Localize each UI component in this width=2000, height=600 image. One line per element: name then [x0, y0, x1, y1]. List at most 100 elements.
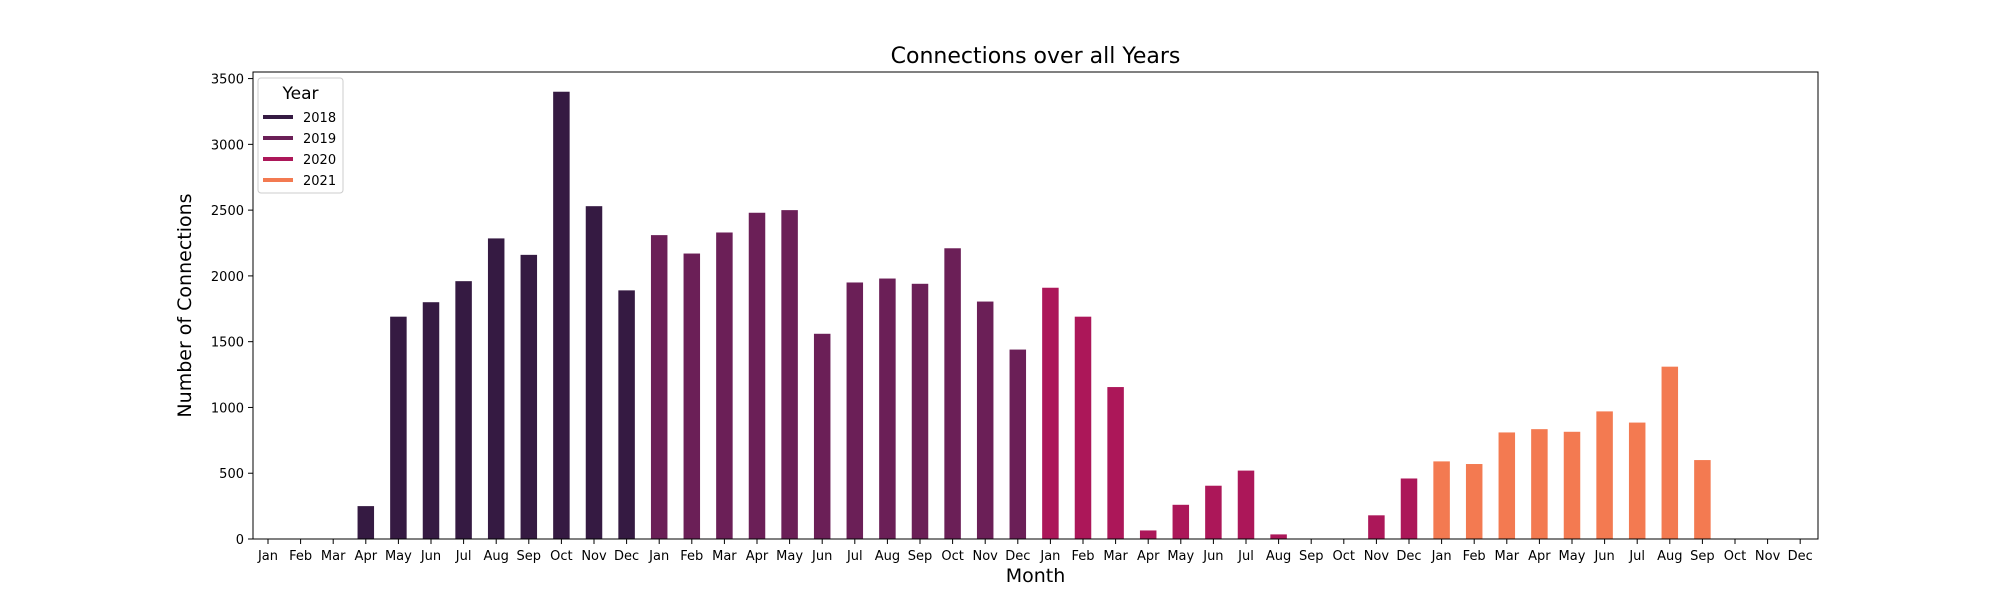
x-tick-label: Apr	[1137, 549, 1160, 564]
bar-2020-aug	[1270, 534, 1287, 539]
x-tick-label: Apr	[355, 549, 378, 564]
x-axis-ticks: Jan Feb Mar Apr May Jun Jul Aug Sep Oct Nov Dec Jan F…	[257, 539, 1813, 564]
bar-2018-dec	[618, 290, 635, 539]
bar-2018-jul	[455, 281, 472, 539]
x-tick-label: Jan	[257, 549, 278, 564]
legend-label-2018: 2018	[303, 111, 336, 126]
x-tick-label: May	[1167, 549, 1194, 564]
bar-2018-nov	[585, 206, 603, 539]
x-tick-label: Jul	[1628, 549, 1645, 564]
bar-2019-aug	[879, 278, 896, 539]
x-tick-label: Nov	[973, 549, 999, 564]
y-tick-label: 1000	[211, 401, 244, 416]
legend-label-2020: 2020	[303, 153, 336, 168]
x-tick-label: Mar	[1103, 549, 1128, 564]
bar-2021-apr	[1531, 429, 1548, 539]
x-tick-label: Feb	[1463, 549, 1486, 564]
bar-2021-aug	[1661, 366, 1679, 539]
bar-2018-aug	[487, 238, 505, 540]
x-tick-label: Sep	[1690, 549, 1715, 564]
x-tick-label: Jun	[1593, 549, 1614, 564]
x-tick-label: Feb	[289, 549, 312, 564]
x-tick-label: Aug	[875, 549, 900, 564]
x-tick-label: Dec	[1396, 549, 1421, 564]
bar-2019-jun	[813, 333, 831, 539]
bar-2021-may	[1563, 431, 1581, 539]
x-tick-label: Nov	[1364, 549, 1390, 564]
y-axis-ticks: 0 500 1000 1500 2000 2500 3000 3500	[211, 73, 253, 548]
bar-2019-sep	[911, 283, 929, 539]
bar-2021-feb	[1465, 464, 1483, 539]
x-tick-label: Apr	[1528, 549, 1551, 564]
plot-frame	[252, 71, 1819, 540]
x-tick-label: Jan	[1431, 549, 1452, 564]
bar-2019-feb	[683, 253, 701, 539]
x-tick-label: Jan	[1039, 549, 1060, 564]
x-tick-label: Dec	[1005, 549, 1030, 564]
bar-2020-feb	[1074, 316, 1092, 539]
bar-2020-nov	[1368, 515, 1385, 539]
x-tick-label: Aug	[484, 549, 509, 564]
x-tick-label: Sep	[908, 549, 933, 564]
x-tick-label: Jun	[1202, 549, 1223, 564]
x-tick-label: Sep	[1299, 549, 1324, 564]
x-tick-label: Mar	[1495, 549, 1520, 564]
legend-title: Year	[282, 84, 319, 104]
x-tick-label: May	[1559, 549, 1586, 564]
bar-2018-sep	[520, 254, 538, 539]
x-tick-label: Oct	[1724, 549, 1746, 564]
chart-title: Connections over all Years	[891, 44, 1181, 69]
x-tick-label: Jul	[455, 549, 472, 564]
y-tick-label: 500	[219, 467, 244, 482]
bar-2019-dec	[1009, 349, 1027, 539]
bar-2018-jun	[422, 302, 440, 539]
bar-2019-oct	[944, 248, 961, 539]
x-tick-label: May	[385, 549, 412, 564]
bar-2020-dec	[1400, 478, 1418, 539]
y-tick-label: 0	[236, 533, 244, 548]
x-tick-label: Feb	[1071, 549, 1094, 564]
bars-layer	[357, 91, 1711, 540]
bar-2021-sep	[1694, 460, 1711, 539]
x-tick-label: Apr	[746, 549, 769, 564]
x-tick-label: Jan	[648, 549, 669, 564]
x-tick-label: Nov	[581, 549, 607, 564]
bar-2019-may	[781, 210, 798, 539]
legend-box	[257, 77, 344, 194]
x-tick-label: Mar	[712, 549, 737, 564]
x-tick-label: Nov	[1755, 549, 1781, 564]
x-tick-label: Jun	[811, 549, 832, 564]
x-tick-label: Jul	[1237, 549, 1254, 564]
y-tick-label: 3500	[211, 73, 244, 88]
x-axis-title: Month	[1006, 565, 1066, 587]
bar-2021-mar	[1498, 432, 1516, 539]
x-tick-label: Aug	[1657, 549, 1682, 564]
x-tick-label: Aug	[1266, 549, 1291, 564]
bar-2019-nov	[976, 301, 994, 539]
bar-2019-jul	[846, 282, 864, 539]
x-tick-label: Jun	[420, 549, 441, 564]
x-tick-label: May	[776, 549, 803, 564]
bar-2019-jan	[650, 235, 668, 539]
y-tick-label: 1500	[211, 336, 244, 351]
bar-2021-jul	[1628, 422, 1646, 539]
y-tick-label: 2000	[211, 270, 244, 285]
x-tick-label: Sep	[517, 549, 542, 564]
x-tick-label: Feb	[680, 549, 703, 564]
x-tick-label: Dec	[1788, 549, 1813, 564]
x-tick-label: Oct	[1333, 549, 1355, 564]
legend: Year 2018 2019 2020 2021	[257, 77, 344, 194]
bar-2019-mar	[716, 232, 733, 539]
y-tick-label: 2500	[211, 204, 244, 219]
bar-2020-mar	[1107, 387, 1124, 539]
bar-2020-jun	[1205, 485, 1222, 539]
bar-2021-jun	[1596, 411, 1613, 539]
bar-2018-apr	[357, 506, 375, 539]
bar-2020-apr	[1139, 530, 1157, 539]
bar-2020-may	[1172, 504, 1190, 539]
bar-2019-apr	[748, 212, 766, 539]
bar-2018-oct	[553, 91, 570, 539]
x-tick-label: Mar	[321, 549, 346, 564]
